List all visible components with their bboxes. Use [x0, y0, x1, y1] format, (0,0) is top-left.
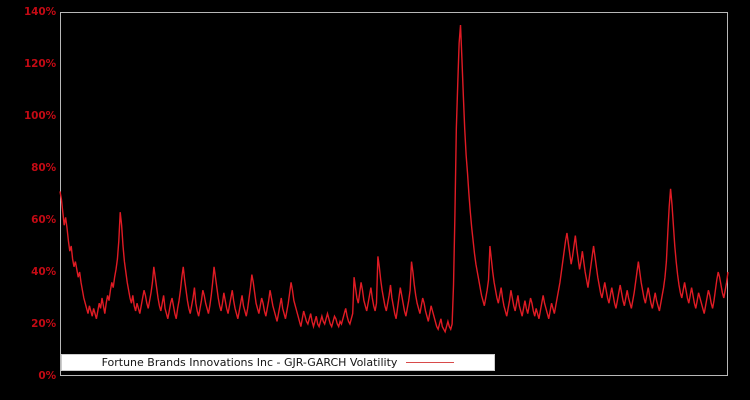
legend-line-swatch	[406, 362, 455, 363]
legend-series-label: Fortune Brands Innovations Inc - GJR-GAR…	[101, 356, 398, 369]
y-tick-label: 140%	[23, 6, 56, 18]
y-axis-tick-labels: 0% 20% 40% 60% 80% 100% 120% 140%	[0, 0, 56, 400]
y-tick-label: 20%	[31, 318, 56, 330]
y-tick-label: 60%	[31, 214, 56, 226]
gjr-garch-volatility-line	[59, 24, 729, 334]
y-tick-label: 80%	[31, 162, 56, 174]
chart-legend[interactable]: Fortune Brands Innovations Inc - GJR-GAR…	[61, 354, 495, 371]
y-tick-label: 0%	[38, 370, 56, 382]
y-tick-label: 100%	[23, 110, 56, 122]
y-tick-label: 120%	[23, 58, 56, 70]
y-tick-label: 40%	[31, 266, 56, 278]
